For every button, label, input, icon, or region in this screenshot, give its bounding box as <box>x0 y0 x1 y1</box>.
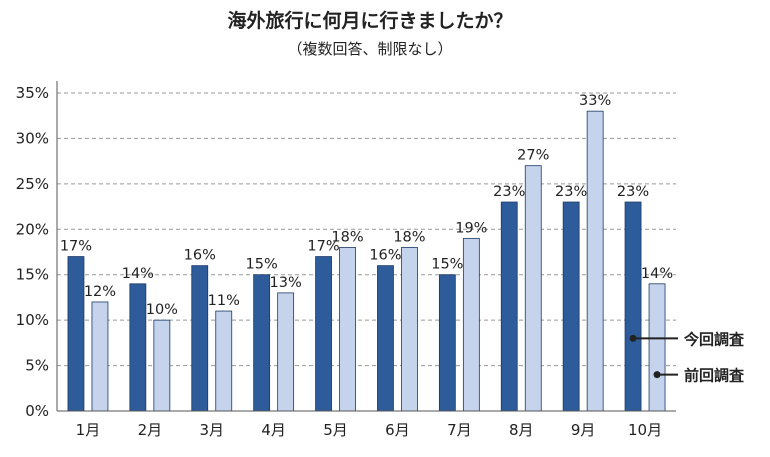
bar-current <box>438 274 456 412</box>
legend-label: 前回調査 <box>684 367 745 385</box>
bar-previous <box>153 319 171 412</box>
bar-current <box>500 201 518 412</box>
bar-current <box>67 256 85 412</box>
chart-subtitle: （複数回答、制限なし） <box>287 40 452 58</box>
x-tick-label: 9月 <box>571 421 596 439</box>
data-label: 17% <box>307 239 339 255</box>
data-label: 18% <box>331 229 363 245</box>
y-tick-label: 5% <box>25 357 49 375</box>
data-label: 15% <box>431 257 463 273</box>
data-label: 14% <box>641 266 673 282</box>
bar-previous <box>215 310 233 412</box>
bar-previous <box>462 237 480 412</box>
legend-marker <box>629 334 637 342</box>
bar-current <box>253 274 271 412</box>
bar-previous <box>401 247 418 412</box>
y-tick-label: 25% <box>16 175 49 193</box>
bar-current <box>624 201 642 412</box>
x-tick-label: 3月 <box>199 421 224 439</box>
bar-current <box>129 283 147 412</box>
data-label: 16% <box>369 248 401 264</box>
y-tick-label: 20% <box>16 220 49 238</box>
y-tick-label: 30% <box>16 129 49 147</box>
x-tick-label: 4月 <box>261 421 286 439</box>
data-label: 16% <box>184 248 216 264</box>
bar-current <box>315 256 332 412</box>
data-label: 18% <box>393 229 425 245</box>
data-label: 23% <box>555 184 587 200</box>
x-tick-label: 8月 <box>509 421 534 439</box>
data-label: 11% <box>208 293 240 309</box>
y-tick-label: 15% <box>16 266 49 284</box>
y-tick-label: 35% <box>16 84 49 102</box>
y-axis: 0% 5% 10% 15% 20% 25% 30% 35% <box>16 81 58 420</box>
bar-previous <box>524 165 542 412</box>
data-label: 10% <box>146 302 178 318</box>
data-label: 14% <box>122 266 154 282</box>
data-label: 23% <box>617 184 649 200</box>
gridlines <box>57 92 676 367</box>
data-label: 23% <box>493 184 525 200</box>
data-label: 27% <box>517 148 549 164</box>
x-tick-label: 2月 <box>138 421 163 439</box>
chart-title: 海外旅行に何月に行きましたか？ <box>227 9 512 32</box>
y-tick-label: 10% <box>16 311 49 329</box>
x-tick-label: 6月 <box>385 421 410 439</box>
x-tick-label: 10月 <box>628 421 662 439</box>
y-tick-label: 0% <box>25 402 49 420</box>
x-axis: 1月 2月 3月 4月 5月 6月 7月 8月 9月 10月 <box>57 410 676 439</box>
data-label: 12% <box>84 284 116 300</box>
data-label: 33% <box>579 93 611 109</box>
x-tick-label: 7月 <box>447 421 472 439</box>
data-label: 15% <box>246 257 278 273</box>
bars: 17%12%14%10%16%11%15%13%17%18%16%18%15%1… <box>60 93 673 412</box>
data-label: 13% <box>270 275 302 291</box>
legend-label: 今回調査 <box>683 330 745 348</box>
bar-current <box>562 201 580 412</box>
bar-previous <box>586 110 604 412</box>
bar-previous <box>648 283 666 412</box>
bar-current <box>191 265 209 412</box>
x-tick-label: 5月 <box>323 421 348 439</box>
bar-previous <box>339 247 356 412</box>
bar-previous <box>91 301 109 412</box>
legend-marker <box>653 371 661 379</box>
bar-previous <box>277 292 295 412</box>
x-tick-label: 1月 <box>76 421 101 439</box>
data-label: 17% <box>60 239 92 255</box>
data-label: 19% <box>455 220 487 236</box>
bar-current <box>377 265 394 412</box>
